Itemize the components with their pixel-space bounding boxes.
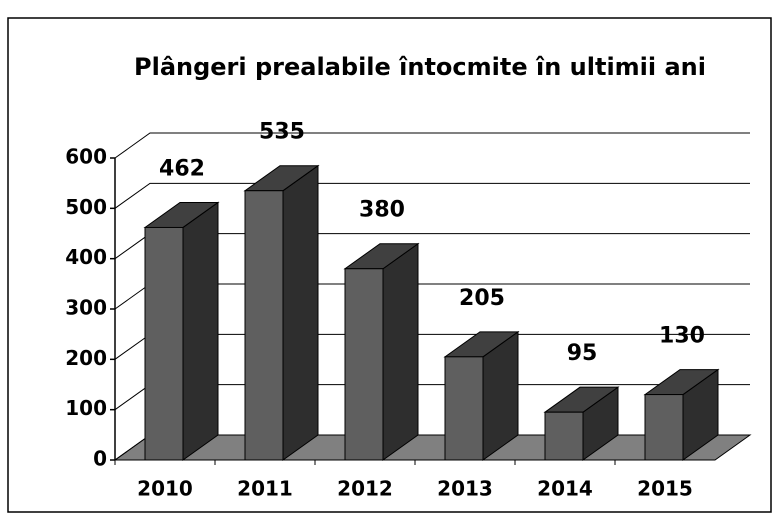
y-tick-label: 200 [65, 346, 107, 370]
x-tick-label: 2014 [537, 477, 593, 501]
x-tick-label: 2012 [337, 477, 393, 501]
data-label: 535 [259, 120, 305, 145]
bar-side [182, 201, 219, 461]
y-tick-label: 100 [65, 396, 107, 420]
data-label: 130 [659, 324, 705, 349]
y-tick-label: 0 [93, 447, 107, 471]
x-tick-label: 2011 [237, 477, 293, 501]
y-tick-label: 600 [65, 145, 107, 169]
y-tick-label: 500 [65, 195, 107, 219]
bar [244, 190, 284, 461]
x-tick-label: 2013 [437, 477, 493, 501]
bar [444, 356, 484, 461]
bar [644, 394, 684, 461]
grid-line [114, 132, 750, 159]
bar [544, 411, 584, 461]
bar [344, 268, 384, 461]
y-tick-label: 300 [65, 296, 107, 320]
bar-side [382, 242, 419, 461]
bar-side [282, 164, 319, 461]
data-label: 205 [459, 286, 505, 311]
bar [144, 226, 184, 461]
data-label: 95 [567, 341, 598, 366]
data-label: 380 [359, 198, 405, 223]
data-label: 462 [159, 156, 205, 181]
grid-line [114, 182, 750, 209]
x-tick-label: 2015 [637, 477, 693, 501]
x-tick-label: 2010 [137, 477, 193, 501]
y-tick-label: 400 [65, 245, 107, 269]
chart-title: Plângeri prealabile întocmite în ultimii… [134, 53, 706, 81]
